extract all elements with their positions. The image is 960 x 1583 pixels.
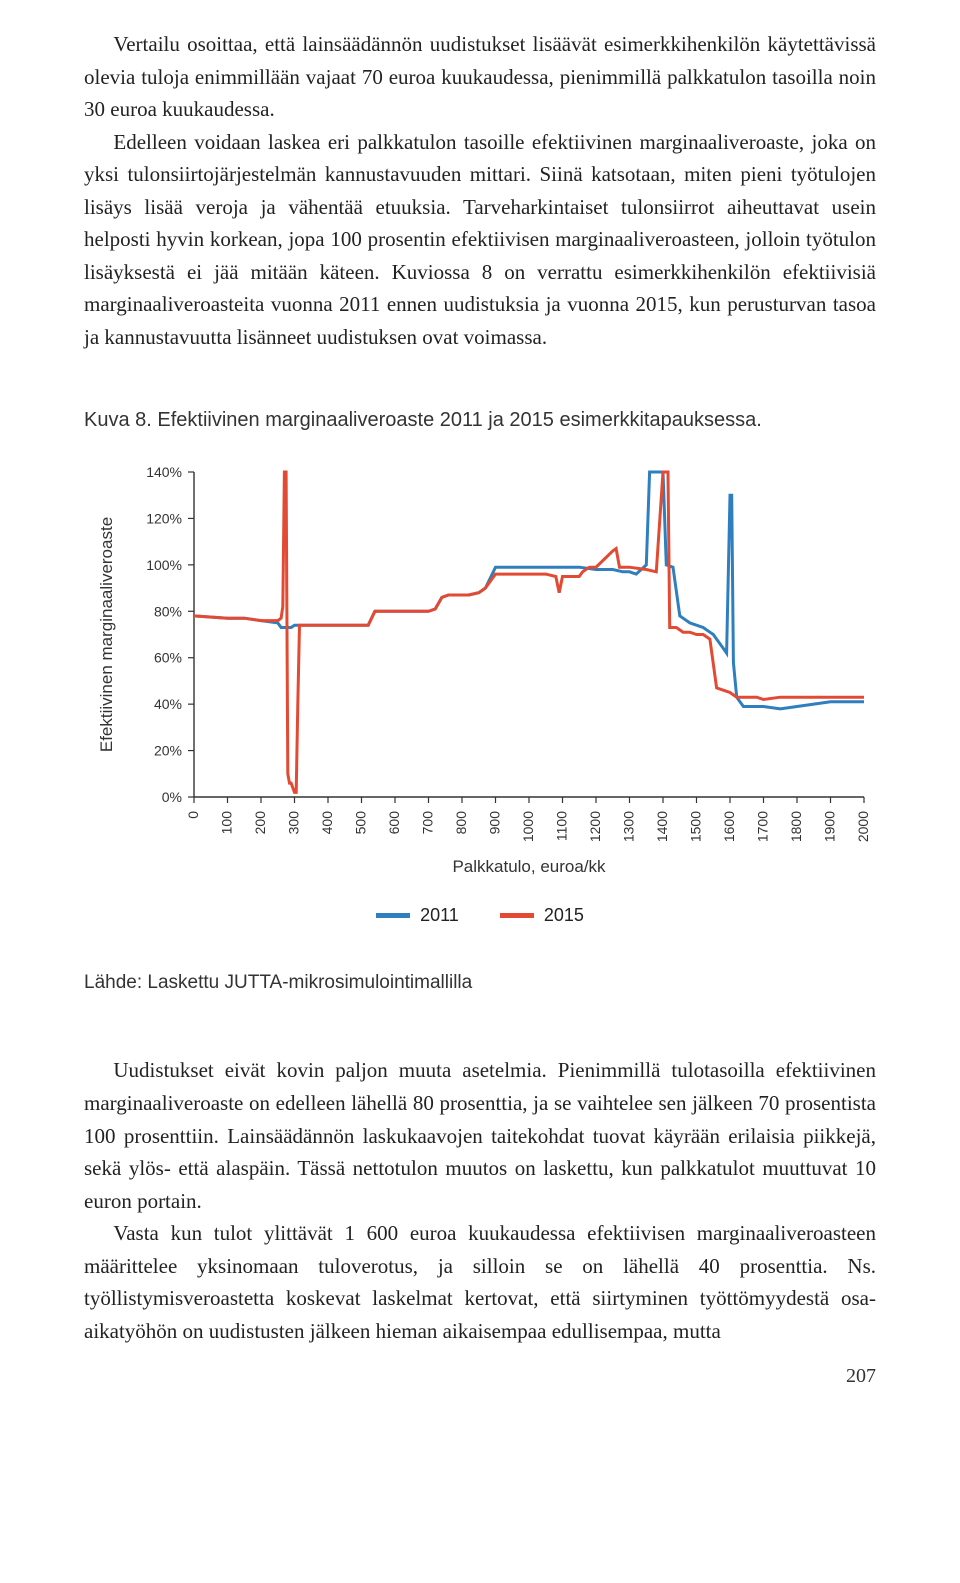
legend-swatch-2011	[376, 913, 410, 918]
svg-text:120%: 120%	[146, 511, 182, 527]
svg-text:0%: 0%	[162, 789, 182, 805]
svg-text:Efektiivinen marginaaliveroast: Efektiivinen marginaaliveroaste	[97, 517, 116, 752]
svg-text:900: 900	[487, 811, 503, 835]
chart-container: 0% 20% 40% 60% 80% 100% 120% 140% 0 100 200 300 400 5…	[84, 462, 876, 962]
line-chart: 0% 20% 40% 60% 80% 100% 120% 140% 0 100 200 300 400 5…	[84, 462, 874, 892]
svg-text:100%: 100%	[146, 557, 182, 573]
svg-text:100: 100	[219, 811, 235, 835]
figure-source: Lähde: Laskettu JUTTA-mikrosimulointimal…	[84, 972, 876, 994]
svg-text:400: 400	[319, 811, 335, 835]
paragraph-2: Edelleen voidaan laskea eri palkkatulon …	[84, 126, 876, 354]
svg-text:2000: 2000	[855, 811, 871, 842]
svg-text:1000: 1000	[520, 811, 536, 842]
legend-item-2015: 2015	[500, 905, 584, 926]
svg-text:700: 700	[420, 811, 436, 835]
svg-text:1900: 1900	[822, 811, 838, 842]
svg-text:20%: 20%	[154, 743, 182, 759]
svg-text:80%: 80%	[154, 604, 182, 620]
page: Vertailu osoittaa, että lainsäädännön uu…	[0, 0, 960, 1428]
legend-item-2011: 2011	[376, 905, 459, 926]
svg-text:1100: 1100	[554, 811, 570, 841]
svg-text:1300: 1300	[621, 811, 637, 842]
svg-text:40%: 40%	[154, 697, 182, 713]
chart-legend: 2011 2015	[84, 902, 876, 926]
svg-text:600: 600	[386, 811, 402, 835]
svg-text:1400: 1400	[654, 811, 670, 842]
svg-text:1800: 1800	[788, 811, 804, 842]
page-number: 207	[84, 1365, 876, 1388]
legend-swatch-2015	[500, 913, 534, 918]
paragraph-3: Uudistukset eivät kovin paljon muuta ase…	[84, 1054, 876, 1217]
figure-caption: Kuva 8. Efektiivinen marginaaliveroaste …	[84, 409, 876, 432]
legend-label-2015: 2015	[544, 905, 584, 926]
svg-text:800: 800	[453, 811, 469, 835]
svg-text:1700: 1700	[755, 811, 771, 842]
legend-label-2011: 2011	[420, 905, 459, 926]
svg-text:0: 0	[185, 811, 201, 819]
paragraph-4: Vasta kun tulot ylittävät 1 600 euroa ku…	[84, 1217, 876, 1347]
paragraph-1: Vertailu osoittaa, että lainsäädännön uu…	[84, 28, 876, 126]
svg-text:300: 300	[286, 811, 302, 835]
svg-text:140%: 140%	[146, 464, 182, 480]
svg-text:60%: 60%	[154, 650, 182, 666]
svg-text:1200: 1200	[587, 811, 603, 842]
svg-text:1600: 1600	[721, 811, 737, 842]
svg-text:Palkkatulo, euroa/kk: Palkkatulo, euroa/kk	[452, 857, 606, 876]
svg-text:500: 500	[353, 811, 369, 835]
svg-text:200: 200	[252, 811, 268, 835]
svg-text:1500: 1500	[688, 811, 704, 842]
